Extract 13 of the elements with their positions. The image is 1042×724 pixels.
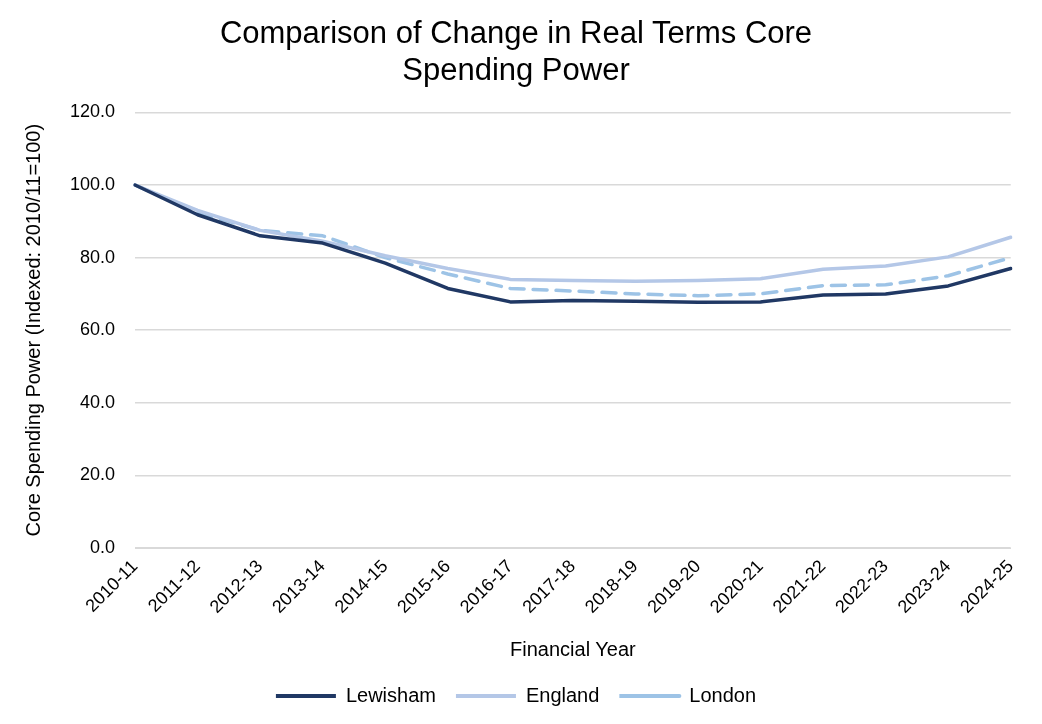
y-tick-label: 40.0 <box>80 391 116 412</box>
y-tick-label: 0.0 <box>90 536 116 557</box>
y-tick-label: 80.0 <box>80 246 116 267</box>
y-tick-label: 120.0 <box>70 101 116 122</box>
legend-label: London <box>689 683 757 706</box>
y-tick-label: 100.0 <box>70 173 116 194</box>
legend-label: England <box>525 683 600 706</box>
x-axis-title: Financial Year <box>510 637 637 660</box>
y-tick-label: 20.0 <box>80 464 116 485</box>
y-tick-label: 60.0 <box>80 319 116 340</box>
legend-label: Lewisham <box>345 683 436 706</box>
chart-title: Comparison of Change in Real Terms Core Spending Power <box>219 15 813 88</box>
y-axis-title: Core Spending Power (Indexed: 2010/11=100) <box>21 123 44 537</box>
